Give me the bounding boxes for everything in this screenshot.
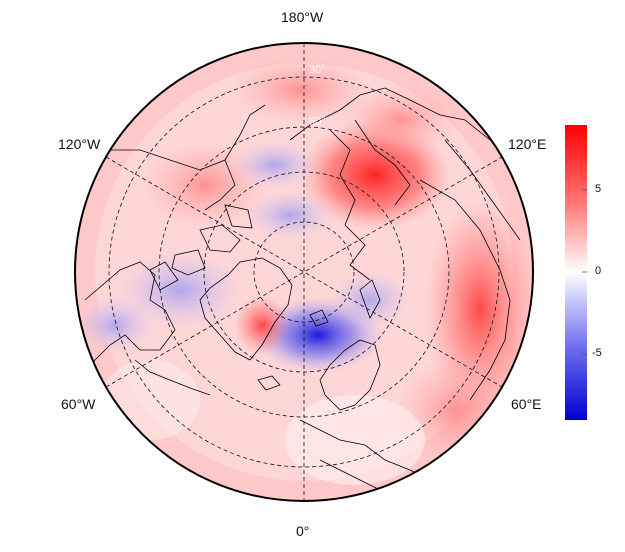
coastlines bbox=[84, 87, 521, 491]
lat-label-30: 30° bbox=[309, 64, 326, 76]
graticule bbox=[105, 43, 503, 501]
lon-label-upper-right: 120°E bbox=[508, 136, 547, 152]
colorbar bbox=[565, 125, 587, 420]
lat-label-50: 50° bbox=[309, 116, 326, 128]
lon-label-upper-left: 120°W bbox=[58, 136, 101, 152]
map-boundary bbox=[74, 42, 534, 502]
lon-label-lower-left: 60°W bbox=[61, 396, 96, 412]
colorbar-tick-0: 0 bbox=[595, 265, 602, 277]
colorbar-ticks bbox=[582, 189, 587, 355]
colorbar-tick-minus5: -5 bbox=[592, 347, 602, 359]
lon-label-top: 180°W bbox=[281, 9, 324, 25]
lon-label-bottom: 0° bbox=[296, 523, 310, 539]
greenland-warm-anomaly bbox=[234, 295, 290, 355]
colorbar-tick-5: 5 bbox=[595, 183, 602, 195]
lon-label-lower-right: 60°E bbox=[511, 396, 542, 412]
